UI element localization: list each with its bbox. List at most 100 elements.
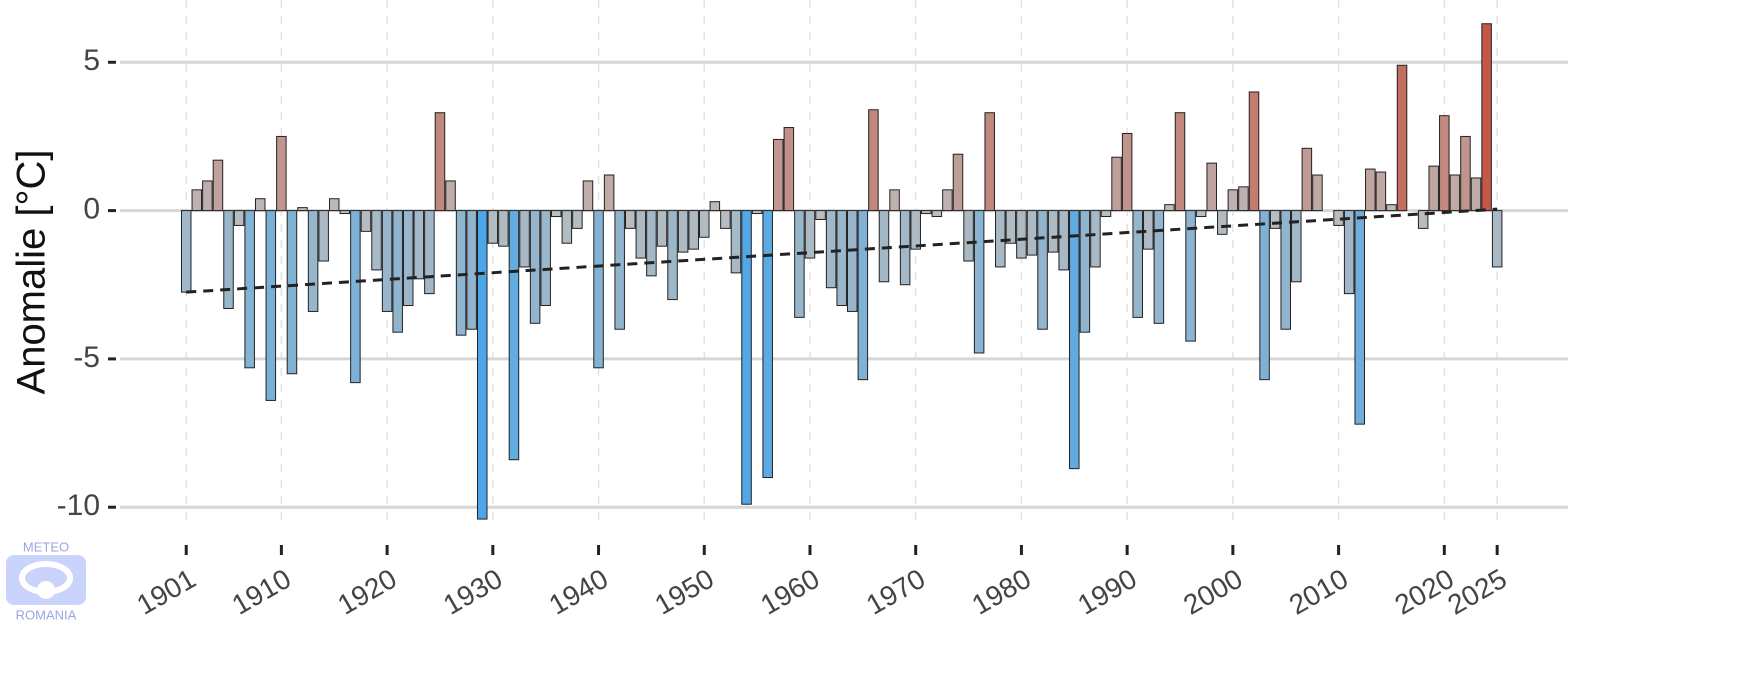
bar — [1449, 174, 1461, 212]
bar — [233, 210, 245, 226]
y-axis-label: Anomalie [°C] — [10, 150, 54, 395]
bar — [498, 210, 509, 247]
bar — [963, 210, 974, 262]
bar — [667, 210, 678, 301]
bar — [593, 210, 604, 369]
logo-sun — [37, 581, 55, 599]
x-tick-label: 2010 — [1284, 563, 1353, 621]
bar — [424, 210, 435, 295]
bar — [995, 210, 1006, 268]
bar — [1460, 135, 1471, 212]
bar — [180, 210, 192, 293]
bar — [307, 210, 319, 312]
bar — [434, 112, 446, 212]
bar — [646, 210, 657, 277]
bar — [1132, 210, 1143, 318]
bar — [476, 210, 488, 520]
bar — [794, 210, 805, 318]
y-tick-label: 5 — [83, 44, 100, 77]
bar — [751, 210, 763, 215]
bar — [741, 210, 752, 505]
bar — [942, 189, 953, 212]
bar — [1428, 165, 1439, 212]
x-tick-label: 2000 — [1178, 563, 1247, 621]
bar — [709, 201, 721, 212]
bar — [561, 210, 573, 244]
bar — [1090, 210, 1101, 268]
x-tick-label: 1901 — [131, 563, 200, 621]
bar — [910, 210, 921, 250]
bar — [857, 210, 869, 381]
x-tick-label: 1980 — [967, 563, 1036, 621]
bar — [540, 210, 551, 307]
bar — [350, 210, 361, 384]
bar — [1396, 64, 1408, 212]
bar — [1491, 210, 1503, 268]
bar — [223, 210, 234, 309]
bar — [677, 210, 689, 253]
bar — [1227, 189, 1239, 212]
trend-line — [186, 207, 1498, 294]
bar — [445, 180, 456, 212]
x-tick-label: 1920 — [332, 563, 401, 621]
bar — [1047, 210, 1059, 253]
bar — [699, 210, 710, 238]
bar — [1481, 23, 1492, 212]
bar — [550, 210, 562, 218]
bar — [603, 174, 615, 212]
logo: METEO ROMANIA — [6, 539, 86, 622]
bar — [402, 210, 414, 307]
bar — [773, 138, 784, 212]
bar — [254, 198, 266, 212]
bar — [1280, 210, 1291, 330]
bar — [202, 180, 213, 212]
bar — [381, 210, 393, 312]
bar — [614, 210, 625, 330]
bar — [529, 210, 541, 324]
x-tick-label: 1940 — [544, 563, 613, 621]
bar — [1238, 186, 1249, 212]
bar — [191, 189, 203, 212]
bar — [1143, 210, 1154, 250]
bar — [1470, 177, 1482, 212]
bar — [392, 210, 403, 333]
bar — [265, 210, 277, 401]
bar — [952, 153, 964, 212]
bar — [1269, 210, 1281, 229]
bar — [1343, 210, 1355, 295]
bar — [1005, 210, 1017, 244]
bar — [1111, 156, 1122, 212]
y-tick-label: -5 — [73, 341, 100, 374]
bar — [487, 210, 499, 244]
bar — [413, 210, 425, 280]
bar — [635, 210, 647, 259]
bar — [318, 210, 329, 262]
bar — [783, 127, 795, 212]
bar — [1217, 210, 1228, 235]
bar — [1375, 171, 1387, 212]
bar — [973, 210, 985, 354]
bar — [1185, 210, 1196, 342]
bar — [1174, 112, 1186, 212]
bar — [328, 198, 340, 212]
bar — [1354, 210, 1365, 425]
bar — [720, 210, 731, 229]
bar — [1037, 210, 1048, 330]
bar — [984, 112, 995, 212]
bar — [1100, 210, 1112, 218]
x-tick-label: 1950 — [650, 563, 719, 621]
bar — [889, 189, 900, 212]
bar — [276, 135, 287, 212]
bar — [1417, 210, 1429, 229]
bar — [868, 109, 879, 212]
bar — [1365, 168, 1376, 212]
bar — [371, 210, 382, 271]
bar — [212, 159, 224, 212]
bar — [1248, 91, 1260, 212]
bar — [1121, 132, 1133, 212]
bar — [921, 210, 932, 215]
x-tick-label: 2025 — [1442, 563, 1511, 621]
bar — [931, 210, 943, 218]
bar — [360, 210, 372, 232]
